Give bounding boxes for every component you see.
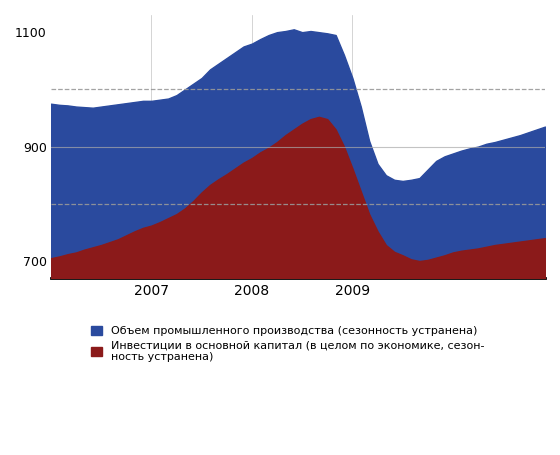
Legend: Объем промышленного производства (сезонность устранена), Инвестиции в основной к: Объем промышленного производства (сезонн…	[91, 326, 485, 362]
